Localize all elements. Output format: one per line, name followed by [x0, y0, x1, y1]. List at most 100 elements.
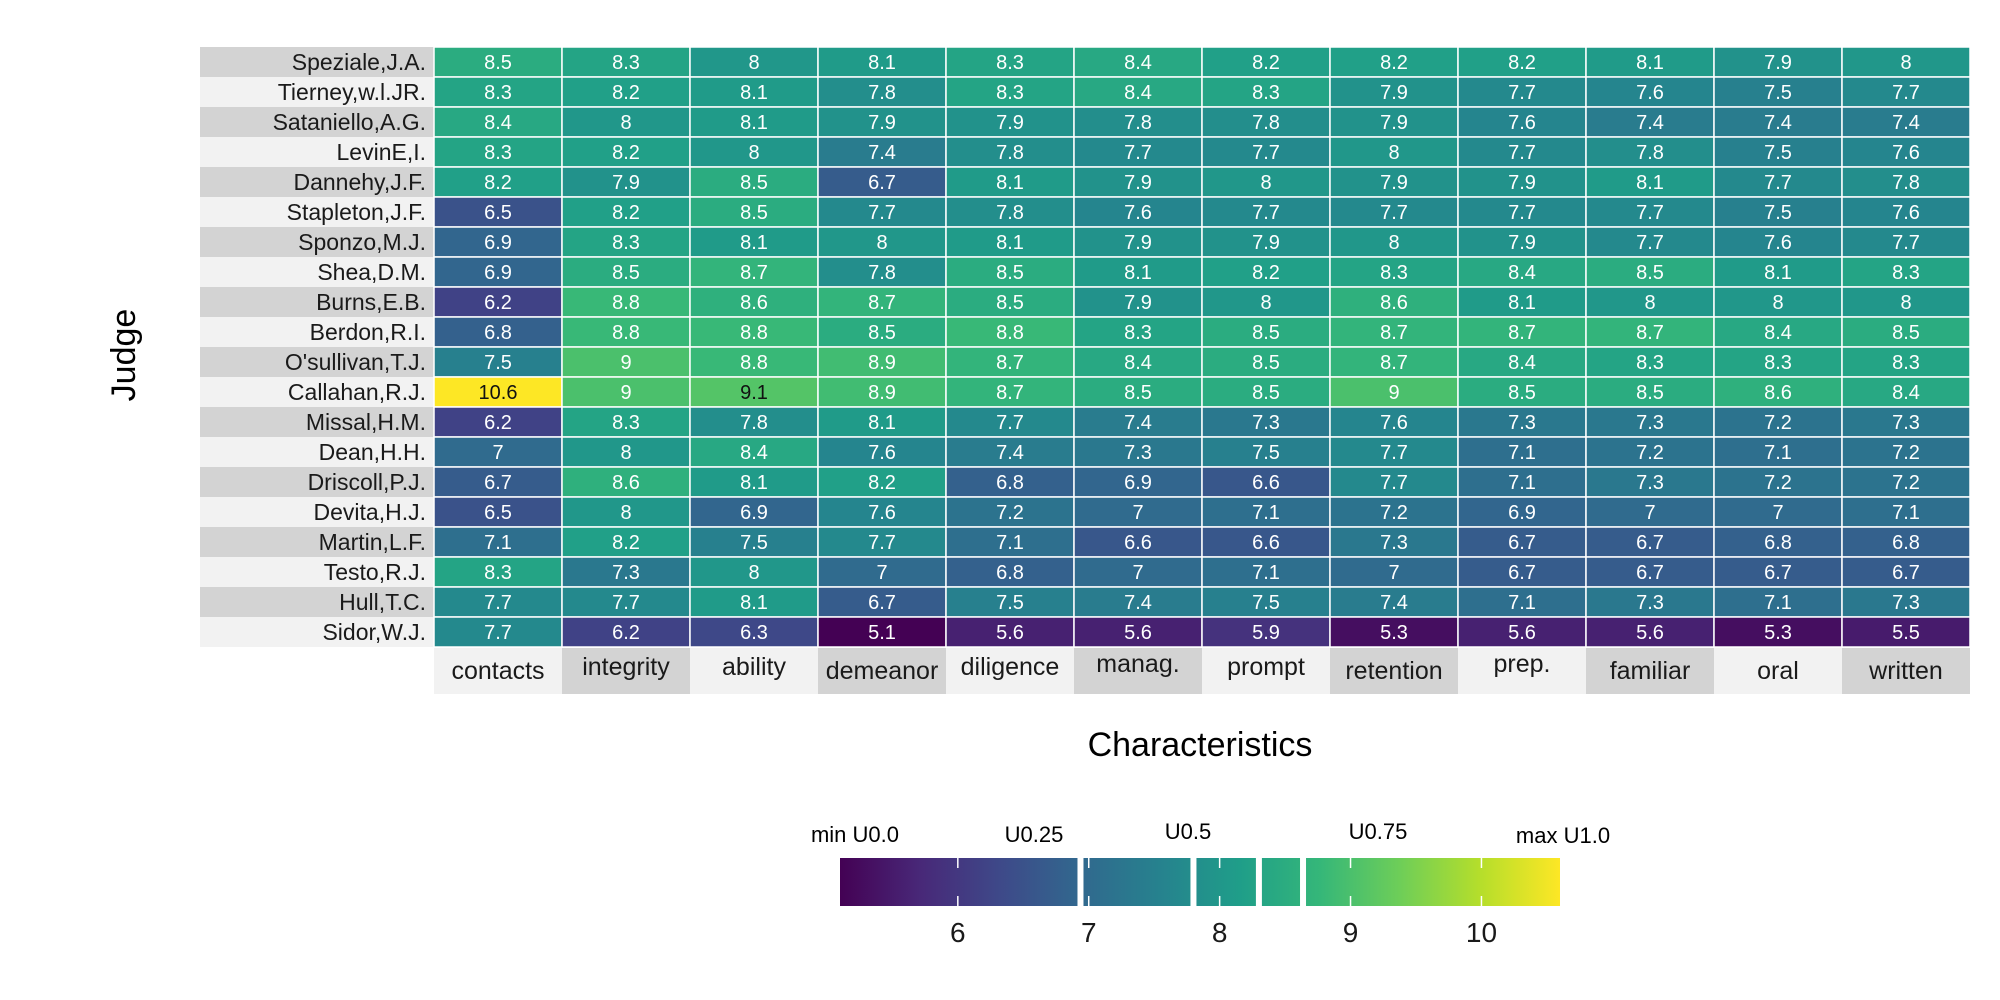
- heatmap-cell: [1329, 526, 1459, 558]
- heatmap-cell: [1201, 616, 1331, 648]
- cell-value-label: 7.2: [996, 502, 1024, 524]
- heatmap-cell: [1457, 406, 1587, 438]
- heatmap-cell: [433, 376, 563, 408]
- row-label: Sataniello,A.G.: [273, 109, 426, 135]
- column-band: [1586, 648, 1714, 694]
- cell-value-label: 8.3: [1892, 262, 1920, 284]
- row-label: Sponzo,M.J.: [298, 229, 426, 255]
- cell-value-label: 6.9: [484, 262, 512, 284]
- cell-value-label: 7.6: [1764, 232, 1792, 254]
- cell-value-label: 9.1: [740, 382, 768, 404]
- cell-value-label: 7.2: [1380, 502, 1408, 524]
- cell-value-label: 7.2: [1636, 442, 1664, 464]
- cell-value-label: 8.7: [868, 292, 896, 314]
- cell-value-label: 7.7: [1508, 82, 1536, 104]
- heatmap-cell: [1457, 46, 1587, 78]
- cell-value-label: 8.2: [868, 472, 896, 494]
- cell-value-label: 8.1: [996, 232, 1024, 254]
- row-label: Devita,H.J.: [314, 499, 426, 525]
- heatmap-cell: [1841, 526, 1971, 558]
- heatmap-cell: [1841, 76, 1971, 108]
- heatmap-cell: [1329, 136, 1459, 168]
- cell-value-label: 8.1: [868, 52, 896, 74]
- row-band: [200, 497, 434, 527]
- cell-value-label: 7.8: [868, 82, 896, 104]
- heatmap-cell: [561, 436, 691, 468]
- cell-value-label: 7.7: [1380, 442, 1408, 464]
- column-band: [1074, 648, 1202, 694]
- row-band: [200, 407, 434, 437]
- x-axis-title: Characteristics: [1088, 726, 1313, 764]
- cell-value-label: 8.3: [1892, 352, 1920, 374]
- column-band: [1458, 648, 1586, 694]
- cell-value-label: 6.2: [484, 412, 512, 434]
- cell-value-label: 7.5: [1764, 82, 1792, 104]
- row-band: [200, 437, 434, 467]
- heatmap-cell: [1457, 76, 1587, 108]
- heatmap-cell: [1457, 496, 1587, 528]
- cell-value-label: 7.9: [1508, 232, 1536, 254]
- cell-value-label: 7.7: [612, 592, 640, 614]
- heatmap-cell: [1713, 496, 1843, 528]
- heatmap-cell-labels: 8.5 8.3 8 8.1 8.3 8.4 8.2 8.2 8.2 8.1 7.9 8 8.3 8.2 8.…: [479, 52, 1920, 644]
- row-label: Missal,H.M.: [306, 409, 426, 435]
- heatmap-cell: [1585, 526, 1715, 558]
- cell-value-label: 6.2: [612, 622, 640, 644]
- cell-value-label: 8: [620, 112, 631, 134]
- cell-value-label: 6.8: [1764, 532, 1792, 554]
- column-label: oral: [1757, 657, 1799, 685]
- heatmap-cell: [945, 226, 1075, 258]
- cell-value-label: 7.3: [1636, 472, 1664, 494]
- cell-value-label: 8: [1260, 172, 1271, 194]
- column-label: diligence: [961, 653, 1060, 681]
- row-band: [200, 197, 434, 227]
- column-label-bands: [434, 648, 1970, 694]
- cell-value-label: 7.9: [1252, 232, 1280, 254]
- cell-value-label: 8.7: [996, 352, 1024, 374]
- cell-value-label: 8: [1644, 292, 1655, 314]
- heatmap-cell: [1585, 496, 1715, 528]
- heatmap-cell: [689, 466, 819, 498]
- legend-tick-label: 7: [1081, 917, 1097, 948]
- cell-value-label: 8.1: [740, 112, 768, 134]
- heatmap-cell: [945, 46, 1075, 78]
- cell-value-label: 7.5: [740, 532, 768, 554]
- cell-value-label: 7.6: [1636, 82, 1664, 104]
- row-band: [200, 587, 434, 617]
- row-band: [200, 467, 434, 497]
- cell-value-label: 8.2: [484, 172, 512, 194]
- heatmap-cell: [1073, 616, 1203, 648]
- cell-value-label: 8.1: [868, 412, 896, 434]
- cell-value-label: 7.9: [1380, 112, 1408, 134]
- heatmap-cell: [1329, 226, 1459, 258]
- column-band: [818, 648, 946, 694]
- column-band: [690, 648, 818, 694]
- cell-value-label: 6.2: [484, 292, 512, 314]
- cell-value-label: 7.5: [1252, 442, 1280, 464]
- heatmap-cell: [1201, 526, 1331, 558]
- heatmap-cell: [817, 106, 947, 138]
- cell-value-label: 7.4: [1124, 592, 1152, 614]
- row-label: Stapleton,J.F.: [287, 199, 426, 225]
- row-band: [200, 137, 434, 167]
- row-label: Testo,R.J.: [324, 559, 426, 585]
- cell-value-label: 8.2: [612, 142, 640, 164]
- legend-quantile-label: U0.75: [1349, 819, 1408, 844]
- cell-value-label: 8: [748, 562, 759, 584]
- cell-value-label: 8.1: [1124, 262, 1152, 284]
- cell-value-label: 7.7: [484, 622, 512, 644]
- cell-value-label: 8.6: [740, 292, 768, 314]
- cell-value-label: 8.4: [1124, 52, 1152, 74]
- cell-value-label: 7.6: [868, 442, 896, 464]
- heatmap-cell: [433, 346, 563, 378]
- cell-value-label: 8.3: [996, 82, 1024, 104]
- cell-value-label: 7.8: [1252, 112, 1280, 134]
- cell-value-label: 7.7: [484, 592, 512, 614]
- row-band: [200, 377, 434, 407]
- cell-value-label: 6.9: [484, 232, 512, 254]
- cell-value-label: 8.7: [1380, 352, 1408, 374]
- cell-value-label: 7.5: [1764, 202, 1792, 224]
- cell-value-label: 6.8: [996, 472, 1024, 494]
- cell-value-label: 5.5: [1892, 622, 1920, 644]
- row-label: Driscoll,P.J.: [308, 469, 426, 495]
